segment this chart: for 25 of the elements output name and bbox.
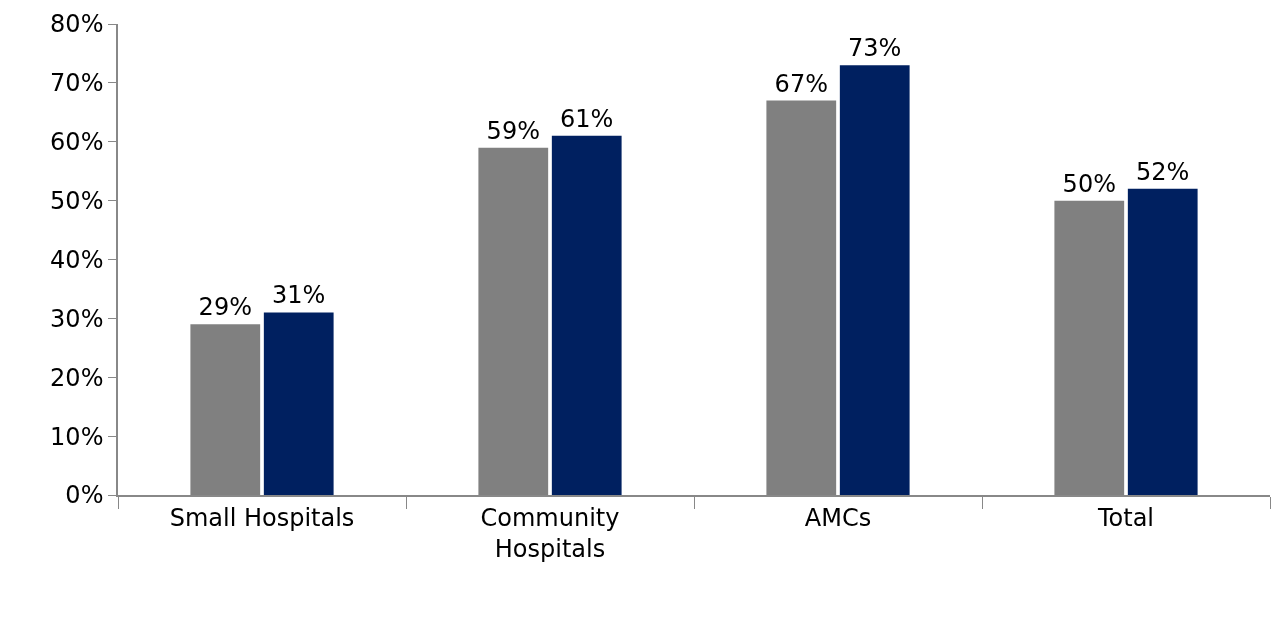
x-tick-label: Community Hospitals (480, 503, 620, 563)
y-tick-label: 50% (50, 187, 104, 216)
data-label: 67% (774, 69, 828, 98)
y-tick-label: 70% (50, 69, 104, 98)
y-tick-label: 80% (50, 10, 104, 39)
data-label: 50% (1062, 169, 1116, 198)
bar (1127, 188, 1198, 495)
x-tick-label: Small Hospitals (169, 503, 355, 532)
bar (263, 312, 334, 495)
y-tick-label: 60% (50, 128, 104, 157)
y-tick-label: 30% (50, 304, 104, 333)
data-label: 52% (1136, 157, 1190, 186)
data-label: 61% (560, 104, 614, 133)
x-tick-label: Total (1096, 503, 1155, 532)
bar (551, 135, 622, 495)
x-tick-label: AMCs (804, 503, 872, 532)
bar (839, 65, 910, 495)
y-tick-label: 0% (65, 481, 104, 510)
data-label: 59% (486, 116, 540, 145)
data-label: 73% (848, 34, 902, 63)
y-tick-label: 20% (50, 363, 104, 392)
y-tick-label: 40% (50, 245, 104, 274)
y-tick-label: 10% (50, 422, 104, 451)
data-label: 31% (272, 281, 326, 310)
data-label: 29% (198, 293, 252, 322)
